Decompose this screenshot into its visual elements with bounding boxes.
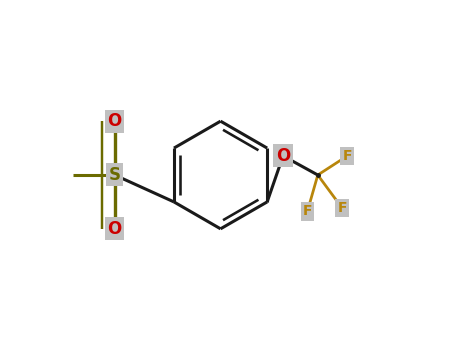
Text: F: F (343, 149, 352, 163)
Text: F: F (303, 204, 312, 218)
Text: O: O (276, 147, 290, 165)
Text: O: O (107, 112, 122, 130)
Text: S: S (109, 166, 121, 184)
Text: F: F (337, 201, 347, 215)
Text: O: O (107, 220, 122, 238)
